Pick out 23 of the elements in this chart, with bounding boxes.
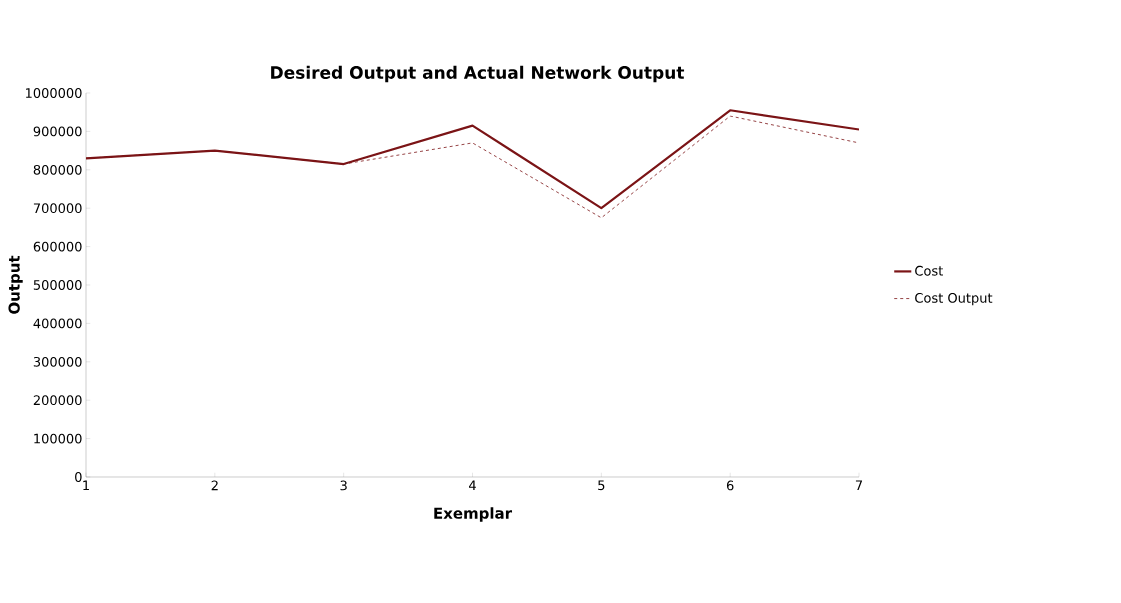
y-axis-title: Output	[8, 255, 23, 314]
y-tick-label: 200000	[33, 395, 82, 406]
y-tick-label: 1000000	[26, 88, 82, 98]
x-tick-label: 7	[855, 480, 863, 491]
chart-title: Desired Output and Actual Network Output	[271, 65, 685, 83]
x-tick-label: 4	[469, 480, 476, 491]
y-tick-label: 100000	[34, 433, 82, 444]
x-axis-title: Exemplar	[434, 507, 513, 522]
y-tick-label: 0	[75, 472, 82, 482]
x-tick-label: 3	[340, 480, 347, 491]
y-tick-label: 800000	[33, 164, 82, 175]
y-tick-label: 600000	[33, 241, 82, 252]
x-tick-label: 6	[726, 480, 734, 491]
x-tick-label: 5	[598, 480, 605, 491]
y-tick-label: 300000	[33, 356, 82, 367]
y-tick-label: 400000	[33, 318, 82, 329]
x-tick-label: 2	[211, 480, 218, 491]
x-tick-label: 1	[83, 480, 89, 491]
legend-label: Cost	[915, 265, 943, 276]
y-tick-label: 700000	[33, 203, 82, 214]
y-tick-label: 900000	[33, 126, 82, 137]
y-tick-label: 500000	[33, 280, 82, 290]
legend-label: Cost Output	[915, 293, 993, 306]
